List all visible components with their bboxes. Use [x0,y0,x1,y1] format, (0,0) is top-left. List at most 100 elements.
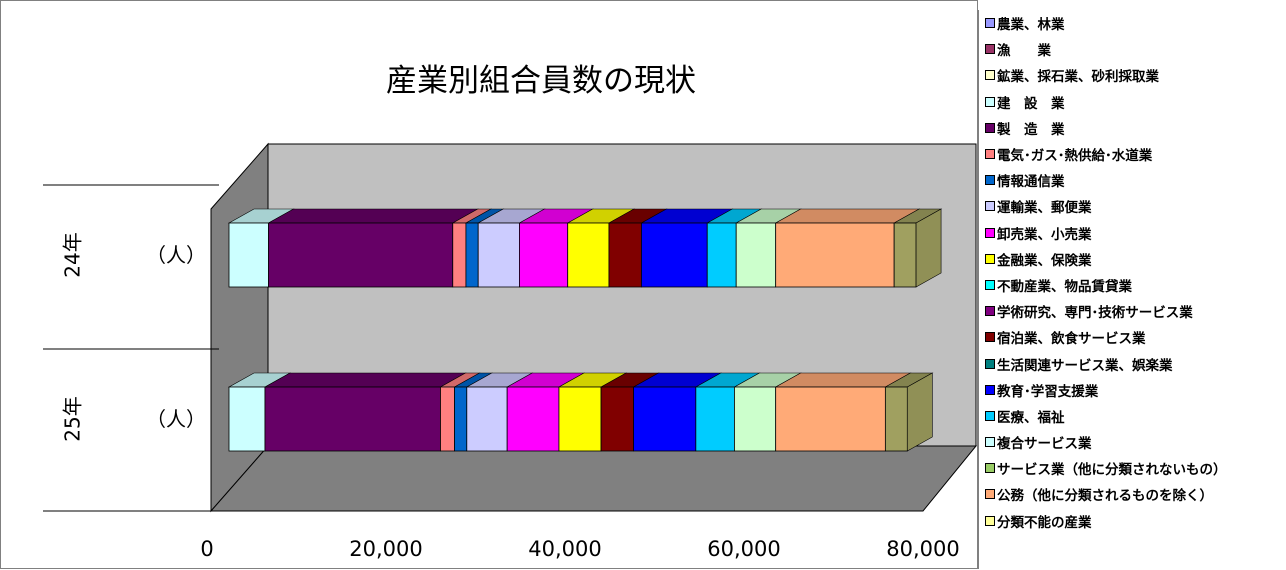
legend-swatch [985,463,995,474]
legend-label: 学術研究、専門･技術サービス業 [997,305,1193,322]
legend-label: 教育･学習支援業 [997,383,1099,400]
bar-side [915,208,942,288]
bar-segment-top [267,208,479,224]
legend-label: 医療、福祉 [997,409,1065,426]
legend-label: 金融業、保険業 [997,252,1092,269]
bar-segment [775,386,886,452]
legend-label: 卸売業、小売業 [997,226,1092,243]
bar-segment [268,222,454,288]
legend-swatch [985,149,995,160]
bar-segment [264,386,441,452]
legend-item: 学術研究、専門･技術サービス業 [985,298,1284,324]
legend-label: 漁 業 [997,43,1051,60]
legend-label: 情報通信業 [997,174,1065,191]
legend-swatch [985,489,995,500]
bar-segment [775,222,895,288]
x-tick-label: 20,000 [349,537,422,561]
legend-label: 宿泊業、飲食サービス業 [997,331,1146,348]
legend-swatch [985,279,995,290]
category-unit-label: （人） [146,243,206,267]
legend-item: 製 造 業 [985,115,1284,141]
legend-item: 運輸業、郵便業 [985,193,1284,219]
legend-swatch [985,201,995,212]
legend-item: 公務（他に分類されるものを除く） [985,481,1284,507]
chart-area: 産業別組合員数の現状 24年 （人） 25年 （人） 0 20,000 40,000 60,00… [0,0,978,569]
x-tick-label: 60,000 [707,537,780,561]
bar-segment [454,386,468,452]
legend-item: 分類不能の産業 [985,508,1284,534]
bar-segment [228,386,266,452]
legend-label: 電気･ガス･熱供給･水道業 [997,148,1153,165]
legend-swatch [985,437,995,448]
legend-swatch [985,306,995,317]
legend-label: サービス業（他に分類されないもの） [997,462,1227,479]
bar-segment [600,386,634,452]
legend-swatch [985,175,995,186]
legend-swatch [985,358,995,369]
bar-segment [466,386,508,452]
bar-segment [465,222,479,288]
bar-segment [477,222,520,288]
legend-label: 運輸業、郵便業 [997,200,1092,217]
x-tick-label: 40,000 [528,537,601,561]
category-label: 25年 [61,396,85,441]
bar-segment-top [263,372,467,388]
legend-item: サービス業（他に分類されないもの） [985,455,1284,481]
legend-item: 情報通信業 [985,167,1284,193]
legend-label: 建 設 業 [997,95,1065,112]
legend-swatch [985,122,995,133]
bar-segment [706,222,737,288]
chart-svg: 産業別組合員数の現状 24年 （人） 25年 （人） 0 20,000 40,000 60,00… [43,63,978,561]
bar-segment [735,222,777,288]
legend-item: 生活関連サービス業、娯楽業 [985,350,1284,376]
bar-segment [884,386,908,452]
bar-segment [506,386,560,452]
legend-item: 不動産業、物品賃貸業 [985,272,1284,298]
bar-segment [452,222,467,288]
legend-item: 漁 業 [985,36,1284,62]
legend-label: 複合サービス業 [997,436,1092,453]
bar-segment [558,386,602,452]
legend-swatch [985,332,995,343]
bar-segment [893,222,917,288]
bar-segment [633,386,697,452]
category-unit-label: （人） [146,407,206,431]
bar-segment [519,222,569,288]
floor [209,445,978,512]
legend-item: 複合サービス業 [985,429,1284,455]
bar-segment [608,222,642,288]
x-tick-label: 0 [200,537,213,561]
legend-swatch [985,410,995,421]
legend-swatch [985,253,995,264]
bar-segment [440,386,455,452]
legend-label: 不動産業、物品賃貸業 [997,278,1132,295]
bar-segment [567,222,610,288]
legend-item: 宿泊業、飲食サービス業 [985,324,1284,350]
x-tick-label: 80,000 [886,537,959,561]
bar-segment [641,222,708,288]
legend-swatch [985,70,995,81]
legend-swatch [985,384,995,395]
legend-item: 教育･学習支援業 [985,377,1284,403]
legend-item: 建 設 業 [985,89,1284,115]
legend-item: 農業、林業 [985,10,1284,36]
legend-item: 医療、福祉 [985,403,1284,429]
bar-segment [734,386,777,452]
legend-swatch [985,44,995,55]
category-label: 24年 [61,232,85,277]
legend-label: 農業、林業 [997,17,1065,34]
legend: 農業、林業漁 業鉱業、採石業、砂利採取業建 設 業製 造 業電気･ガス･熱供給･… [978,10,1284,569]
legend-item: 電気･ガス･熱供給･水道業 [985,141,1284,167]
chart-title: 産業別組合員数の現状 [386,63,696,99]
legend-item: 卸売業、小売業 [985,220,1284,246]
bar-segment [228,222,269,288]
legend-label: 鉱業、採石業、砂利採取業 [997,69,1159,86]
legend-item: 金融業、保険業 [985,246,1284,272]
bar-segment [695,386,735,452]
bar-side [907,372,933,452]
legend-label: 公務（他に分類されるものを除く） [997,488,1213,505]
legend-label: 生活関連サービス業、娯楽業 [997,357,1173,374]
legend-label: 分類不能の産業 [997,514,1092,531]
legend-label: 製 造 業 [997,121,1065,138]
legend-swatch [985,96,995,107]
